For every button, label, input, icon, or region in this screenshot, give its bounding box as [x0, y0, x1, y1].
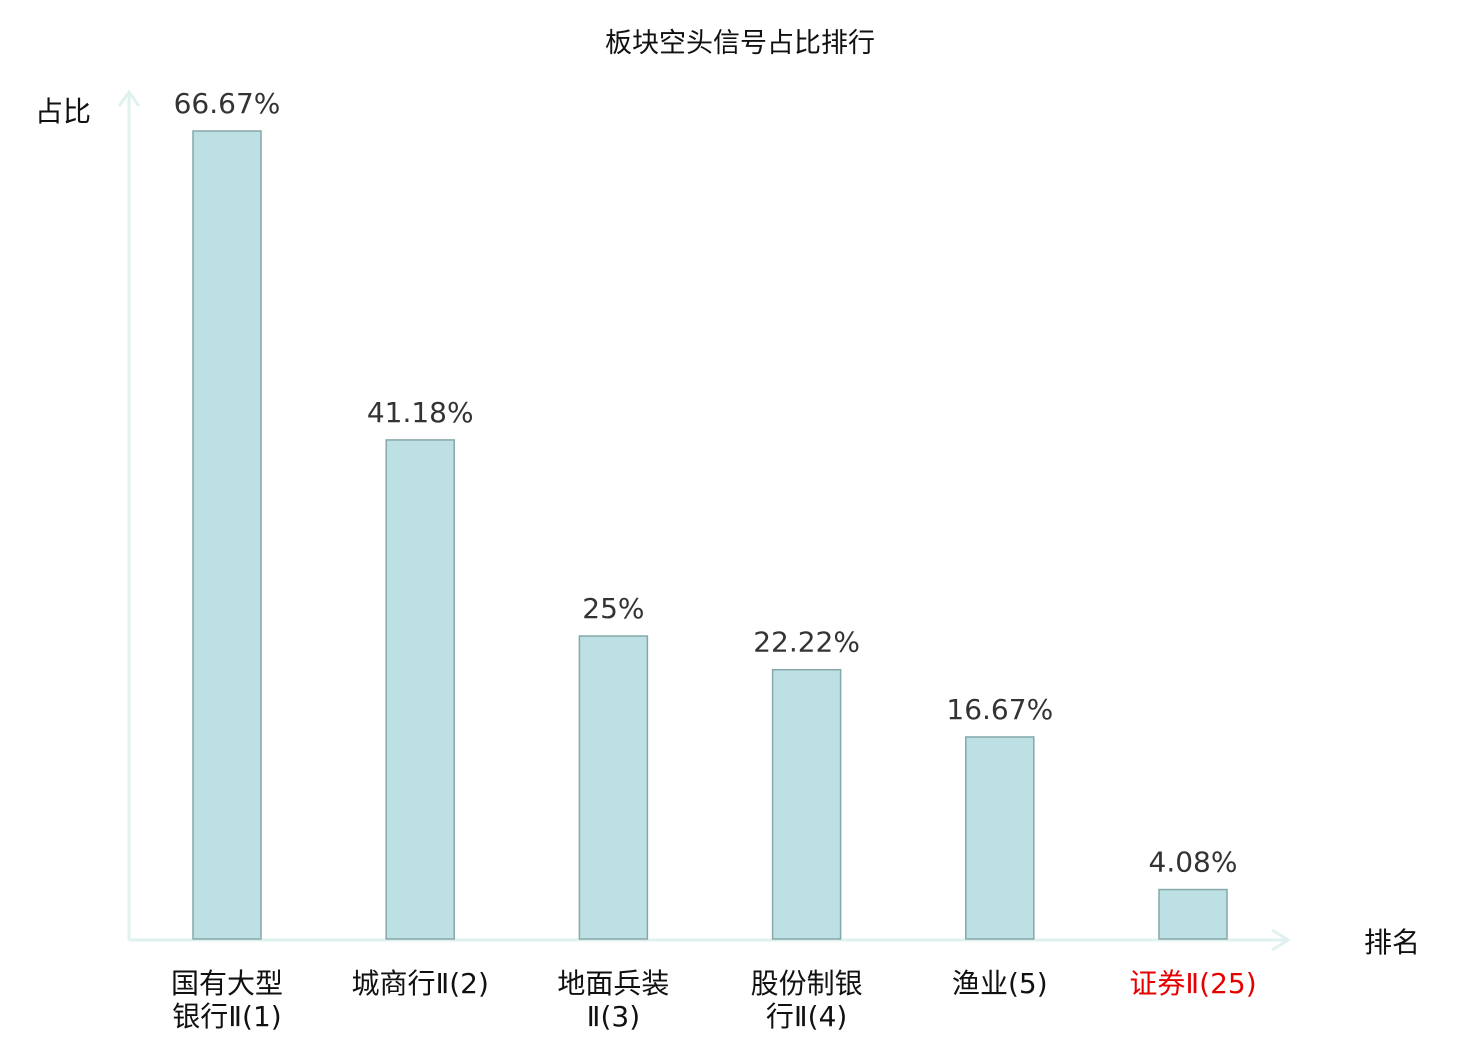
x-axis-label: 排名	[1364, 926, 1420, 959]
x-tick-label: 证券Ⅱ(25)	[1129, 967, 1256, 1000]
data-label: 22.22%	[753, 626, 860, 659]
x-tick-label: 城商行Ⅱ(2)	[351, 967, 488, 1000]
bar	[771, 668, 842, 940]
bar	[578, 635, 649, 940]
x-tick-label: 行Ⅱ(4)	[766, 1000, 847, 1033]
y-axis	[117, 89, 141, 940]
x-axis-arrow-icon	[1271, 928, 1291, 952]
bar	[1158, 888, 1228, 940]
data-label: 25%	[582, 592, 644, 625]
data-label: 16.67%	[946, 693, 1053, 726]
data-label: 41.18%	[367, 396, 474, 429]
x-tick-label: 渔业(5)	[952, 967, 1048, 1000]
x-axis	[129, 928, 1291, 952]
x-tick-label: 国有大型	[171, 967, 283, 1000]
bar	[965, 736, 1035, 940]
y-axis-label: 占比	[35, 95, 91, 128]
data-label: 4.08%	[1149, 846, 1238, 879]
x-tick-label: 地面兵装	[557, 967, 669, 1000]
x-tick-label: 股份制银	[751, 967, 863, 1000]
x-tick-label: 银行Ⅱ(1)	[172, 1000, 281, 1033]
data-label: 66.67%	[174, 87, 281, 120]
bar	[192, 130, 262, 940]
bar	[385, 439, 455, 940]
x-tick-label: Ⅱ(3)	[587, 1000, 640, 1033]
y-axis-arrow-icon	[117, 89, 141, 107]
chart-title: 板块空头信号占比排行	[605, 28, 875, 59]
